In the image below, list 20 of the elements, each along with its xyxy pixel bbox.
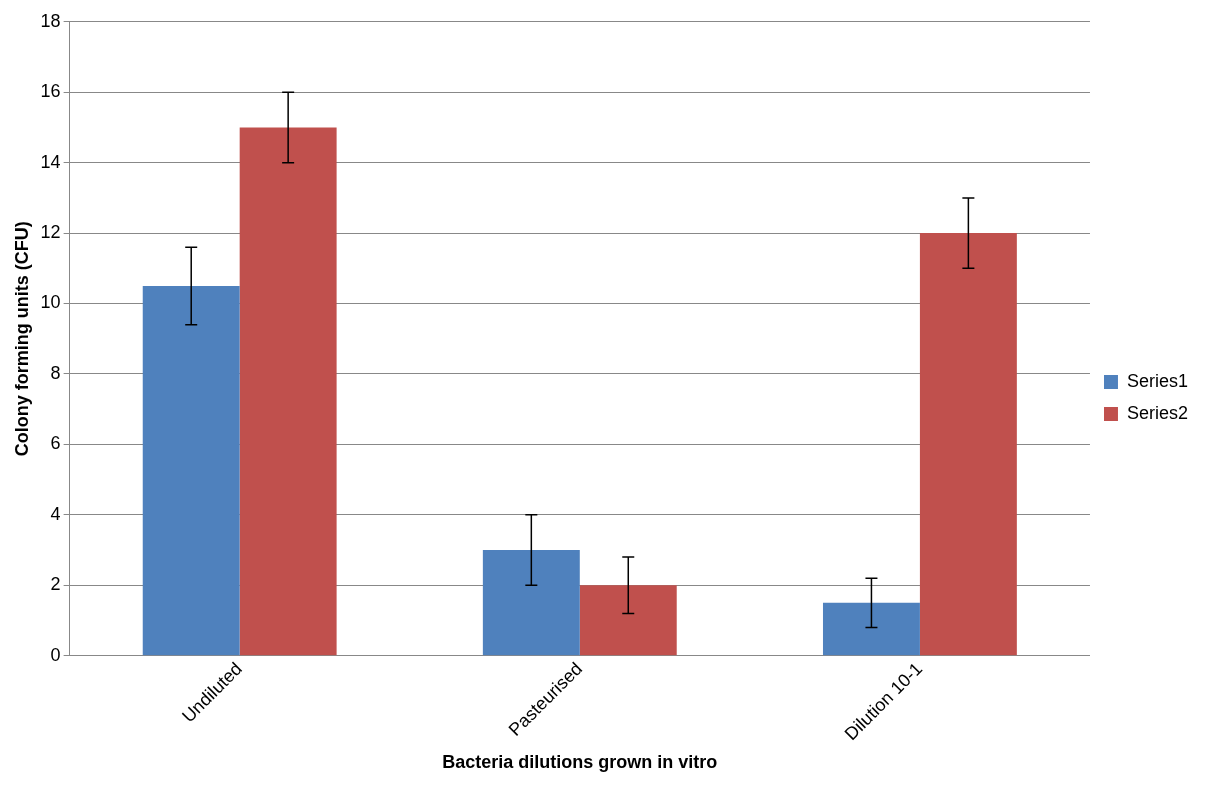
bar — [919, 233, 1017, 656]
legend-label: Series2 — [1126, 402, 1188, 423]
y-tick-label: 14 — [40, 151, 61, 172]
y-tick-label: 16 — [40, 81, 61, 102]
y-tick-label: 10 — [40, 292, 61, 313]
y-tick-label: 2 — [50, 574, 61, 595]
y-tick-label: 18 — [40, 10, 61, 31]
y-axis-title: Colony forming units (CFU) — [11, 221, 32, 457]
y-tick-label: 12 — [40, 222, 61, 243]
bar — [142, 285, 240, 656]
y-tick-label: 4 — [50, 503, 61, 524]
y-tick-label: 8 — [50, 362, 61, 383]
bar — [239, 127, 337, 656]
bar — [579, 585, 677, 656]
x-axis-title: Bacteria dilutions grown in vitro — [442, 752, 718, 773]
bar — [822, 602, 920, 656]
legend-label: Series1 — [1126, 370, 1188, 391]
y-tick-label: 0 — [50, 644, 61, 665]
bar — [482, 550, 580, 656]
y-tick-label: 6 — [50, 433, 61, 454]
